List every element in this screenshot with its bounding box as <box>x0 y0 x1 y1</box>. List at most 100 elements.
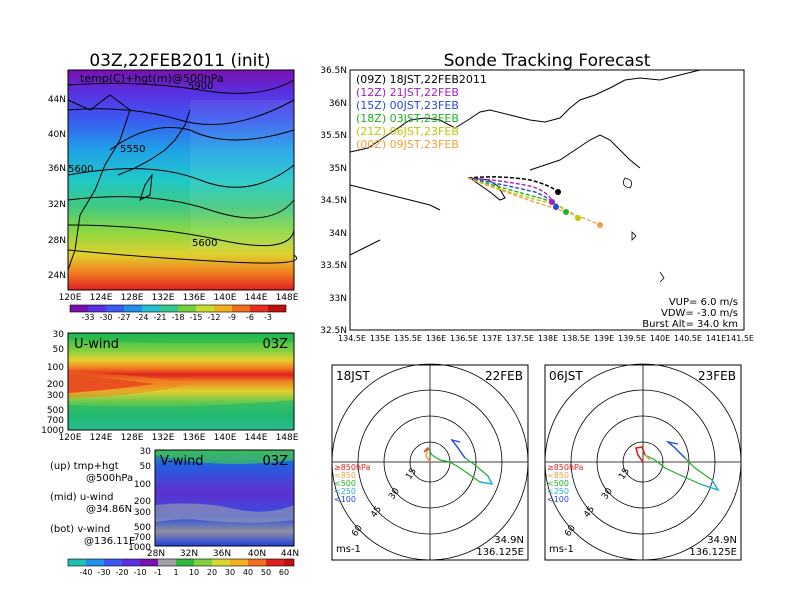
svg-text:<500: <500 <box>547 479 569 488</box>
wind-colorbar-labels: -40 -30 -20 -10 -1 1 10 20 30 40 50 60 <box>79 568 289 577</box>
svg-text:(00Z) 09JST,23FEB: (00Z) 09JST,23FEB <box>356 138 459 151</box>
polar-left-date: 22FEB <box>485 369 523 383</box>
svg-text:-33: -33 <box>81 313 94 322</box>
svg-text:40N: 40N <box>48 130 66 140</box>
polar-right-date: 23FEB <box>698 369 736 383</box>
temp-lon-labels: 120E 124E 128E 132E 136E 140E 144E 148E <box>59 293 299 303</box>
svg-text:136E: 136E <box>183 433 206 443</box>
svg-text:VUP= 6.0 m/s: VUP= 6.0 m/s <box>669 297 738 308</box>
v-wind-levels: 30 50 100 200 300 500 700 1000 <box>128 447 151 553</box>
svg-text:139.5E: 139.5E <box>618 334 646 343</box>
svg-text:139E: 139E <box>594 334 614 343</box>
u-wind-lon-labels: 120E 124E 128E 132E 136E 140E 144E 148E <box>59 433 299 443</box>
polar-left-levels: ≥850hPa <850 <500 <250 <100 <box>334 463 371 504</box>
svg-text:136.5E: 136.5E <box>450 334 478 343</box>
svg-text:700: 700 <box>134 533 151 543</box>
svg-text:-12: -12 <box>207 313 220 322</box>
svg-text:137E: 137E <box>482 334 502 343</box>
svg-text:-21: -21 <box>153 313 166 322</box>
svg-text:34.5N: 34.5N <box>320 196 347 206</box>
svg-text:36N: 36N <box>48 164 66 174</box>
svg-text:140E: 140E <box>650 334 670 343</box>
svg-text:128E: 128E <box>121 433 144 443</box>
polar-left-time: 18JST <box>336 369 370 383</box>
svg-text:144E: 144E <box>245 293 268 303</box>
svg-text:44N: 44N <box>281 549 299 559</box>
svg-text:-40: -40 <box>79 568 92 577</box>
svg-text:60: 60 <box>279 568 289 577</box>
polar-left <box>331 363 529 561</box>
svg-text:Burst Alt= 34.0 km: Burst Alt= 34.0 km <box>642 319 738 330</box>
track-map <box>349 69 745 331</box>
polar-right-units: ms-1 <box>549 544 574 555</box>
svg-text:(up) tmp+hgt: (up) tmp+hgt <box>50 461 119 472</box>
u-wind-time: 03Z <box>263 337 289 352</box>
polar-right <box>544 363 742 561</box>
svg-text:20: 20 <box>207 568 217 577</box>
contour-labels: 5900 5550 5600 5600 <box>68 81 217 249</box>
svg-text:<100: <100 <box>334 495 356 504</box>
track-lon-labels: 134.5E 135E 135.5E 136E 136.5E 137E 137.… <box>338 334 754 343</box>
svg-text:<850: <850 <box>547 471 569 480</box>
svg-text:32N: 32N <box>180 549 198 559</box>
svg-text:141.5E: 141.5E <box>726 334 754 343</box>
svg-text:-6: -6 <box>246 313 254 322</box>
svg-text:-1: -1 <box>154 568 162 577</box>
svg-text:138E: 138E <box>538 334 558 343</box>
svg-text:138.5E: 138.5E <box>562 334 590 343</box>
svg-text:33N: 33N <box>329 294 347 304</box>
svg-text:132E: 132E <box>152 433 175 443</box>
svg-text:@500hPa: @500hPa <box>86 473 133 484</box>
svg-text:128E: 128E <box>121 293 144 303</box>
svg-text:36.5N: 36.5N <box>320 66 347 76</box>
svg-text:<250: <250 <box>547 487 569 496</box>
temp-panel-label: temp(C)+hgt(m)@500hPa <box>80 72 224 85</box>
svg-text:1: 1 <box>173 568 178 577</box>
svg-text:132E: 132E <box>152 293 175 303</box>
left-legend: (up) tmp+hgt @500hPa (mid) u-wind @34.86… <box>50 461 135 547</box>
svg-text:30: 30 <box>140 447 152 457</box>
svg-text:5600: 5600 <box>192 238 217 249</box>
svg-text:5900: 5900 <box>188 81 213 92</box>
svg-text:200: 200 <box>47 380 64 390</box>
svg-text:124E: 124E <box>90 433 113 443</box>
svg-text:32.5N: 32.5N <box>320 326 347 336</box>
svg-text:-27: -27 <box>117 313 130 322</box>
polar-right-lon: 136.125E <box>689 547 737 558</box>
svg-text:50: 50 <box>261 568 271 577</box>
svg-text:144E: 144E <box>245 433 268 443</box>
wind-colorbar <box>67 558 295 567</box>
temp-lat-labels: 44N 40N 36N 32N 28N 24N <box>48 95 66 281</box>
svg-text:<500: <500 <box>334 479 356 488</box>
svg-text:(09Z) 18JST,22FEB2011: (09Z) 18JST,22FEB2011 <box>356 73 487 86</box>
svg-text:-15: -15 <box>189 313 202 322</box>
temp-hgt-map <box>67 69 298 291</box>
left-title: 03Z,22FEB2011 (init) <box>89 51 270 71</box>
polar-right-time: 06JST <box>549 369 583 383</box>
track-params: VUP= 6.0 m/s VDW= -3.0 m/s Burst Alt= 34… <box>642 297 738 330</box>
right-title: Sonde Tracking Forecast <box>444 51 651 71</box>
svg-text:VDW= -3.0 m/s: VDW= -3.0 m/s <box>661 308 738 319</box>
svg-text:148E: 148E <box>276 293 299 303</box>
svg-text:136E: 136E <box>426 334 446 343</box>
svg-text:(15Z) 00JST,23FEB: (15Z) 00JST,23FEB <box>356 99 459 112</box>
polar-left-lon: 136.125E <box>476 547 524 558</box>
svg-text:10: 10 <box>189 568 199 577</box>
v-wind-panel <box>154 449 295 547</box>
svg-text:34N: 34N <box>329 229 347 239</box>
svg-text:100: 100 <box>47 363 64 373</box>
svg-text:-18: -18 <box>171 313 184 322</box>
svg-text:35.5N: 35.5N <box>320 131 347 141</box>
temp-colorbar-labels: -33 -30 -27 -24 -21 -18 -15 -12 -9 -6 -3 <box>81 313 272 322</box>
polar-left-units: ms-1 <box>336 544 361 555</box>
svg-text:135.5E: 135.5E <box>394 334 422 343</box>
svg-text:5600: 5600 <box>68 164 93 175</box>
svg-text:-30: -30 <box>99 313 112 322</box>
svg-text:300: 300 <box>134 508 151 518</box>
svg-text:30: 30 <box>225 568 235 577</box>
svg-text:40N: 40N <box>248 549 266 559</box>
svg-text:40: 40 <box>243 568 253 577</box>
svg-text:24N: 24N <box>48 271 66 281</box>
track-lat-labels: 36.5N 36N 35.5N 35N 34.5N 34N 33.5N 33N … <box>320 66 347 336</box>
svg-text:50: 50 <box>53 345 65 355</box>
